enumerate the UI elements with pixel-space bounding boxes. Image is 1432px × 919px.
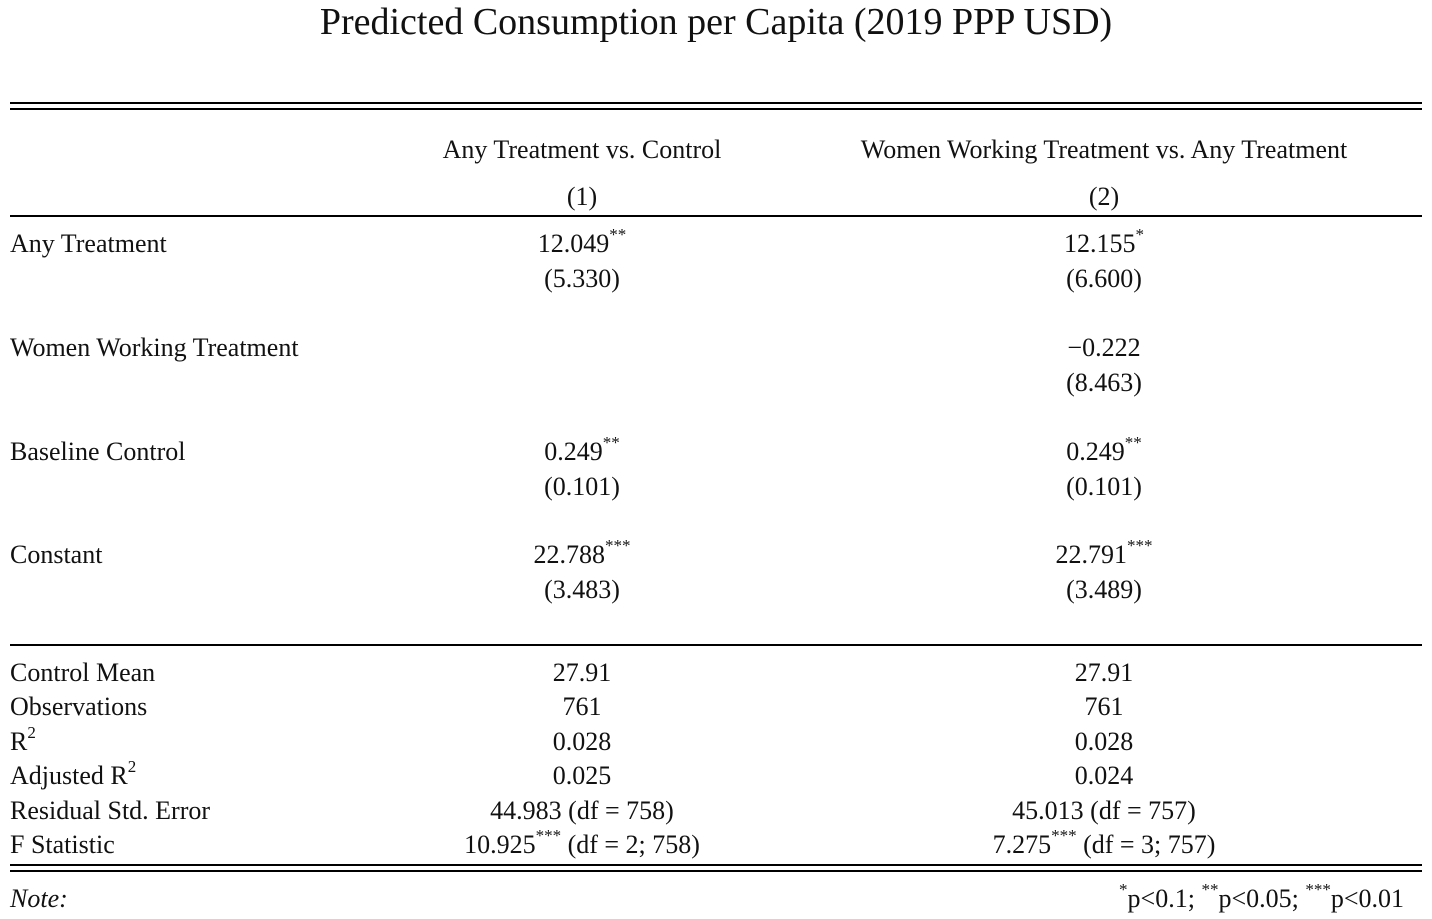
row-label-f-statistic: F Statistic	[10, 830, 115, 859]
estimate-constant-col2: 22.791***	[1055, 536, 1153, 569]
row-label-adjusted-r-squared: Adjusted R2	[10, 757, 137, 790]
estimate-any-treatment-col1: 12.049**	[537, 225, 627, 258]
se-baseline-control-col1: (0.101)	[544, 472, 620, 501]
se-baseline-control-col2: (0.101)	[1066, 472, 1142, 501]
observations-col2: 761	[1084, 692, 1124, 721]
significance-legend: *p<0.1; **p<0.05; ***p<0.01	[1119, 880, 1404, 913]
column-header-2-label: Women Working Treatment vs. Any Treatmen…	[860, 135, 1348, 164]
control-mean-col1: 27.91	[552, 658, 612, 687]
observations-col1: 761	[562, 692, 602, 721]
row-label-r-squared: R2	[10, 723, 36, 756]
residual-std-error-col2: 45.013 (df = 757)	[1012, 796, 1196, 825]
column-header-2-number: (2)	[1088, 182, 1120, 211]
se-any-treatment-col2: (6.600)	[1066, 264, 1142, 293]
row-label-constant: Constant	[10, 540, 103, 569]
control-mean-col2: 27.91	[1074, 658, 1134, 687]
se-any-treatment-col1: (5.330)	[544, 264, 620, 293]
header-rule	[10, 215, 1422, 217]
se-women-working-col2: (8.463)	[1066, 368, 1142, 397]
stats-rule	[10, 644, 1422, 646]
adjusted-r-squared-col2: 0.024	[1074, 761, 1134, 790]
column-header-1-label: Any Treatment vs. Control	[442, 135, 722, 164]
top-rule-1	[10, 102, 1422, 104]
estimate-any-treatment-col2: 12.155*	[1064, 225, 1144, 258]
estimate-baseline-control-col2: 0.249**	[1066, 433, 1142, 466]
estimate-baseline-control-col1: 0.249**	[544, 433, 620, 466]
se-constant-col2: (3.489)	[1066, 575, 1142, 604]
f-statistic-col2: 7.275*** (df = 3; 757)	[992, 826, 1216, 859]
note-label: Note:	[10, 884, 68, 913]
residual-std-error-col1: 44.983 (df = 758)	[490, 796, 674, 825]
table-title: Predicted Consumption per Capita (2019 P…	[319, 1, 1113, 43]
row-label-observations: Observations	[10, 692, 148, 721]
r-squared-col2: 0.028	[1074, 727, 1134, 756]
r-squared-col1: 0.028	[552, 727, 612, 756]
column-header-1-number: (1)	[566, 182, 598, 211]
top-rule-2	[10, 108, 1422, 110]
estimate-women-working-col2: −0.222	[1067, 333, 1141, 362]
se-constant-col1: (3.483)	[544, 575, 620, 604]
row-label-women-working-treatment: Women Working Treatment	[10, 333, 299, 362]
row-label-residual-std-error: Residual Std. Error	[10, 796, 211, 825]
estimate-constant-col1: 22.788***	[533, 536, 631, 569]
f-statistic-col1: 10.925*** (df = 2; 758)	[464, 826, 700, 859]
row-label-baseline-control: Baseline Control	[10, 437, 186, 466]
row-label-control-mean: Control Mean	[10, 658, 156, 687]
bottom-rule-1	[10, 864, 1422, 866]
adjusted-r-squared-col1: 0.025	[552, 761, 612, 790]
row-label-any-treatment: Any Treatment	[10, 229, 167, 258]
bottom-rule-2	[10, 870, 1422, 872]
